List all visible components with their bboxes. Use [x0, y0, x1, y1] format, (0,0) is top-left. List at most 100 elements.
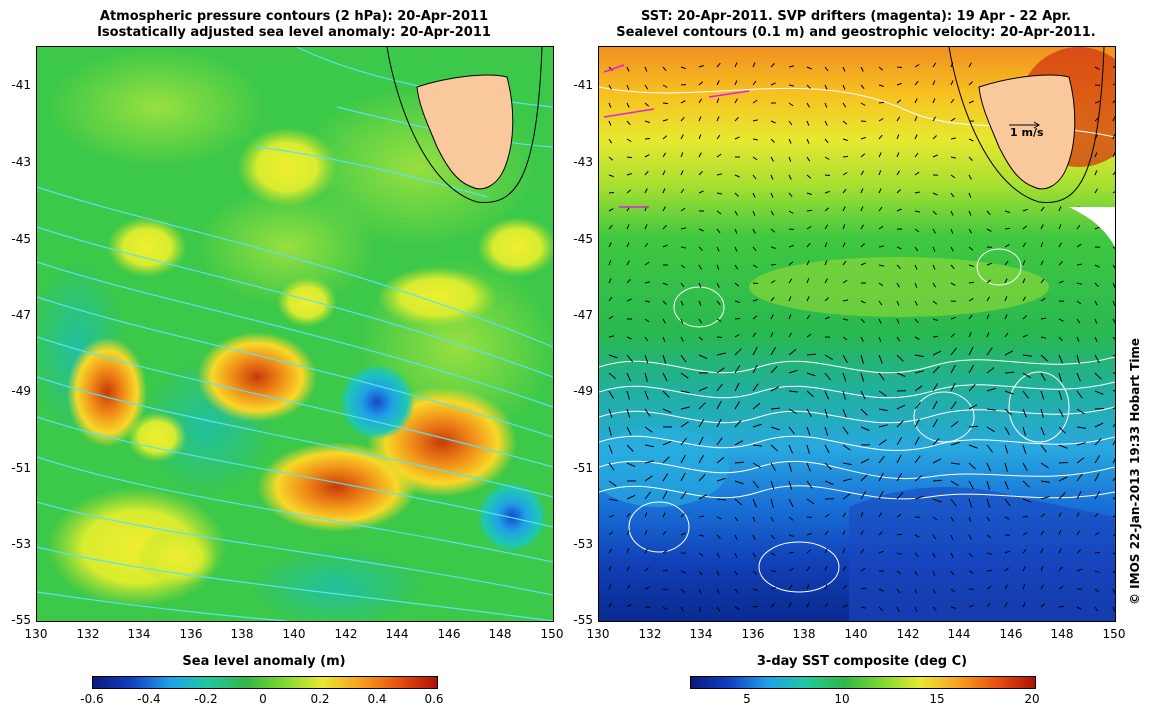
- velocity-arrow: [1058, 372, 1062, 382]
- velocity-arrow: [878, 188, 882, 194]
- velocity-arrow: [608, 138, 613, 144]
- velocity-arrow: [896, 300, 900, 306]
- velocity-arrow: [1058, 408, 1064, 418]
- velocity-arrow: [680, 354, 687, 363]
- velocity-arrow: [608, 514, 614, 518]
- velocity-arrow: [806, 372, 816, 377]
- velocity-arrow: [878, 318, 882, 324]
- velocity-arrow: [734, 401, 741, 410]
- velocity-arrow: [932, 264, 936, 270]
- velocity-arrow: [1022, 498, 1032, 503]
- velocity-arrow: [608, 444, 613, 454]
- left-title-line2: Isostatically adjusted sea level anomaly…: [97, 25, 491, 40]
- velocity-arrow: [680, 372, 689, 379]
- velocity-arrow: [788, 369, 798, 374]
- velocity-arrow: [770, 366, 778, 374]
- left-colorbar-label: Sea level anomaly (m): [182, 654, 346, 669]
- velocity-arrow: [878, 206, 883, 212]
- velocity-arrow: [662, 206, 666, 212]
- velocity-arrow: [644, 281, 651, 284]
- velocity-arrow: [716, 318, 722, 322]
- velocity-arrow: [626, 462, 636, 468]
- velocity-arrow: [680, 116, 685, 122]
- velocity-arrow: [608, 315, 614, 320]
- velocity-arrow: [698, 336, 704, 341]
- velocity-arrow: [860, 336, 864, 342]
- velocity-arrow: [914, 191, 920, 194]
- velocity-arrow: [644, 354, 649, 364]
- velocity-arrow: [716, 153, 722, 158]
- velocity-arrow: [662, 512, 666, 518]
- velocity-arrow: [806, 390, 815, 398]
- velocity-arrow: [914, 475, 923, 482]
- velocity-arrow: [806, 209, 813, 212]
- velocity-arrow: [788, 156, 792, 162]
- velocity-arrow: [698, 228, 704, 232]
- velocity-arrow: [716, 534, 721, 539]
- velocity-arrow: [878, 390, 887, 397]
- velocity-arrow: [1058, 548, 1062, 554]
- velocity-arrow: [950, 174, 956, 179]
- velocity-arrow: [986, 462, 991, 472]
- velocity-arrow: [1022, 372, 1031, 379]
- velocity-arrow: [698, 98, 703, 104]
- velocity-arrow: [878, 264, 885, 267]
- velocity-arrow: [950, 570, 955, 576]
- velocity-arrow: [770, 586, 776, 590]
- velocity-arrow: [950, 552, 954, 558]
- velocity-arrow: [950, 534, 954, 540]
- velocity-arrow: [1022, 548, 1027, 554]
- velocity-arrow: [824, 602, 829, 608]
- velocity-arrow: [1022, 480, 1030, 488]
- velocity-arrow: [644, 491, 651, 500]
- velocity-arrow: [644, 120, 650, 124]
- velocity-arrow: [1058, 354, 1063, 364]
- velocity-arrow: [1058, 566, 1063, 572]
- velocity-arrow: [878, 439, 887, 446]
- velocity-arrow: [1004, 462, 1008, 472]
- velocity-arrow: [1058, 444, 1068, 449]
- velocity-arrow: [986, 296, 991, 302]
- right-colorbar: [690, 676, 1036, 689]
- velocity-arrow: [968, 480, 974, 490]
- velocity-arrow: [1076, 408, 1085, 415]
- velocity-arrow: [1004, 314, 1008, 320]
- velocity-arrow: [752, 364, 758, 374]
- velocity-arrow: [1040, 372, 1046, 382]
- velocity-arrow: [752, 383, 759, 392]
- x-tick: 142: [334, 627, 358, 641]
- velocity-arrow: [716, 570, 720, 576]
- tasmania-landmass: [386, 47, 543, 204]
- velocity-arrow: [986, 498, 991, 508]
- velocity-arrow: [860, 372, 865, 382]
- velocity-arrow: [1040, 224, 1044, 230]
- velocity-arrow: [896, 420, 904, 428]
- velocity-arrow: [1022, 242, 1027, 248]
- velocity-arrow: [842, 336, 848, 341]
- velocity-arrow: [1058, 390, 1063, 400]
- velocity-arrow: [896, 404, 906, 410]
- velocity-arrow: [914, 98, 918, 104]
- velocity-arrow: [860, 120, 867, 122]
- velocity-arrow: [752, 605, 759, 608]
- velocity-arrow: [662, 354, 667, 364]
- velocity-arrow: [896, 454, 902, 464]
- velocity-arrow: [932, 588, 936, 594]
- velocity-arrow: [644, 224, 648, 230]
- velocity-arrow: [626, 584, 631, 590]
- velocity-arrow: [1040, 603, 1046, 608]
- velocity-arrow: [968, 156, 973, 161]
- velocity-arrow: [680, 532, 686, 536]
- velocity-arrow: [950, 228, 954, 234]
- velocity-arrow: [950, 80, 954, 86]
- velocity-arrow: [914, 495, 924, 500]
- velocity-arrow: [896, 318, 900, 324]
- velocity-arrow: [788, 228, 795, 230]
- velocity-arrow: [698, 190, 704, 194]
- velocity-arrow: [716, 264, 720, 270]
- velocity-arrow: [644, 444, 654, 448]
- velocity-arrow: [788, 498, 794, 508]
- velocity-arrow: [1040, 462, 1049, 469]
- velocity-arrow: [752, 552, 757, 558]
- velocity-arrow: [626, 102, 630, 108]
